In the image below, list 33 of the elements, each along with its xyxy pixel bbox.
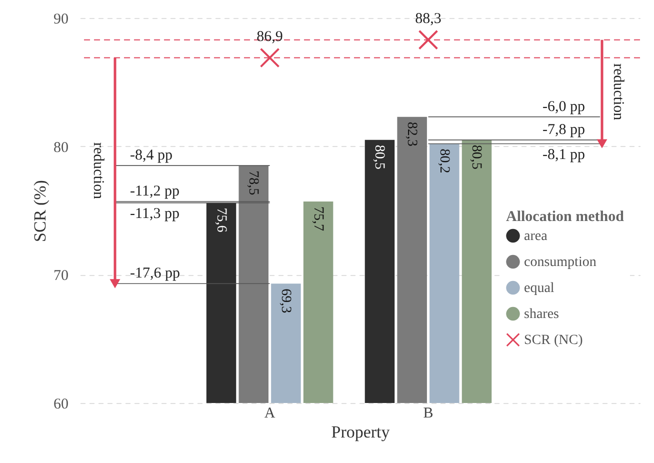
data-label: 80,5: [468, 144, 484, 170]
data-label: 75,6: [213, 208, 228, 232]
legend-label: equal: [524, 280, 554, 296]
data-label: 86,9: [256, 28, 283, 45]
data-label: 69,3: [278, 288, 293, 314]
data-label: 78,5: [246, 170, 261, 196]
legend-label: SCR (NC): [524, 332, 584, 348]
y-tick-label: 60: [54, 396, 68, 412]
x-tick-label: B: [423, 406, 434, 422]
legend-label: shares: [524, 306, 559, 322]
annotation: -17,6 pp: [130, 266, 180, 282]
legend-title: Allocation method: [506, 208, 625, 225]
data-label: 75,7: [310, 206, 326, 232]
annotation: -6,0 pp: [542, 98, 585, 115]
annotation: -8,1 pp: [542, 146, 585, 163]
y-axis-title: SCR (%): [30, 180, 50, 242]
x-tick-label: A: [264, 406, 276, 422]
annotation: -8,4 pp: [130, 148, 172, 164]
data-label: 80,2: [436, 148, 452, 174]
legend-label: consumption: [524, 254, 596, 270]
annotation: reduction: [610, 63, 626, 121]
legend-label: area: [524, 228, 548, 244]
y-tick-label: 90: [54, 12, 68, 28]
annotation: -7,8 pp: [542, 122, 585, 138]
y-tick-label: 70: [54, 268, 68, 284]
y-tick-label: 80: [54, 140, 68, 156]
annotation: reduction: [90, 142, 106, 200]
x-axis-title: Property: [331, 422, 390, 442]
data-label: 82,3: [404, 122, 420, 146]
data-label: 80,5: [372, 144, 387, 170]
data-label: 88,3: [415, 10, 442, 27]
annotation: -11,2 pp: [130, 184, 180, 200]
annotation: -11,3 pp: [130, 206, 180, 222]
